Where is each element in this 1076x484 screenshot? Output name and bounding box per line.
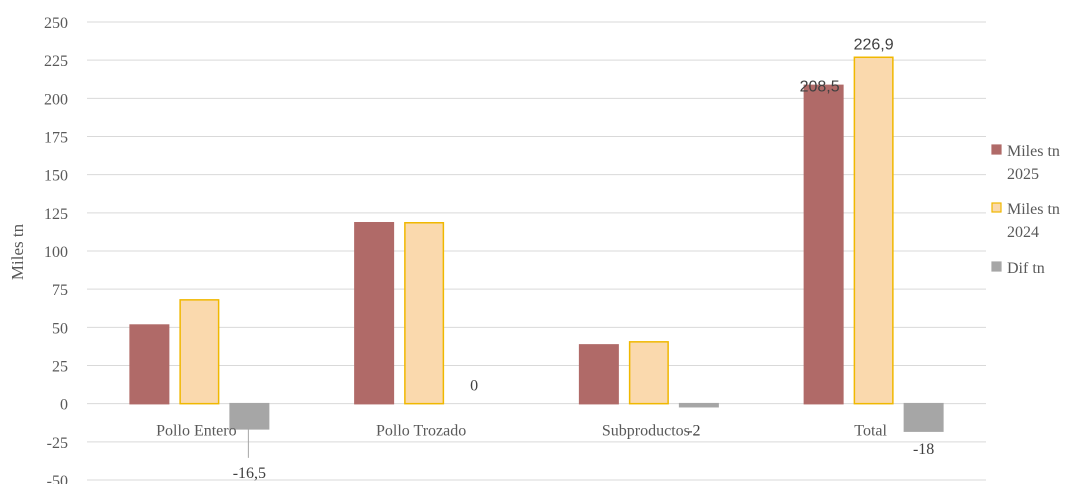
bar-dif-tn bbox=[229, 402, 270, 430]
bars bbox=[129, 56, 944, 432]
legend-label: Miles tn bbox=[1007, 143, 1060, 160]
y-tick-label: 0 bbox=[60, 397, 68, 414]
y-tick-label: 100 bbox=[44, 244, 68, 261]
x-category-label: Total bbox=[854, 423, 887, 440]
y-tick-label: 250 bbox=[44, 15, 68, 32]
bar-miles-tn-2025 bbox=[578, 344, 619, 405]
data-label: -16,5 bbox=[233, 465, 266, 482]
y-axis-ticks: -50 -25 0 25 50 75 100 125 150 175 200 225 250 bbox=[44, 15, 68, 484]
bar-miles-tn-2024 bbox=[179, 299, 220, 405]
x-category-label: Pollo Entero bbox=[156, 423, 236, 440]
legend-label: Miles tn bbox=[1007, 201, 1060, 218]
x-axis-categories: Pollo Entero Pollo Trozado Subproductos Tot… bbox=[156, 423, 887, 440]
data-label: -18 bbox=[913, 441, 934, 458]
y-tick-label: 50 bbox=[52, 320, 68, 337]
x-category-label: Pollo Trozado bbox=[376, 423, 466, 440]
y-tick-label: 25 bbox=[52, 359, 68, 376]
data-label: 226,9 bbox=[854, 36, 894, 53]
y-tick-label: -50 bbox=[47, 473, 68, 484]
gridlines bbox=[87, 21, 986, 481]
y-tick-label: 175 bbox=[44, 130, 68, 147]
legend-label: 2025 bbox=[1007, 166, 1039, 183]
bar-miles-tn-2025 bbox=[354, 222, 395, 405]
bar-miles-tn-2024 bbox=[628, 341, 669, 405]
bar-dif-tn bbox=[678, 402, 719, 408]
y-tick-label: 225 bbox=[44, 53, 68, 70]
bar-miles-tn-2025 bbox=[129, 324, 170, 405]
data-label: 208,5 bbox=[800, 78, 840, 95]
bar-miles-tn-2024 bbox=[853, 56, 894, 405]
legend-swatch bbox=[991, 261, 1002, 272]
x-category-label: Subproductos bbox=[602, 423, 690, 440]
bar-miles-tn-2025 bbox=[803, 84, 844, 405]
bar-miles-tn-2024 bbox=[404, 222, 445, 405]
legend: Miles tn 2025 Miles tn 2024 Dif tn bbox=[991, 143, 1060, 277]
bar-dif-tn bbox=[903, 402, 944, 432]
legend-swatch bbox=[991, 144, 1002, 155]
y-tick-label: 200 bbox=[44, 91, 68, 108]
y-axis-label: Miles tn bbox=[8, 223, 27, 280]
legend-label: 2024 bbox=[1007, 224, 1039, 241]
y-tick-label: -25 bbox=[47, 435, 68, 452]
data-labels: -16,5 0 -2 208,5 226,9 -18 bbox=[233, 36, 935, 482]
legend-label: Dif tn bbox=[1007, 260, 1045, 277]
y-tick-label: 125 bbox=[44, 206, 68, 223]
y-tick-label: 150 bbox=[44, 168, 68, 185]
data-label: -2 bbox=[687, 423, 700, 440]
data-label: 0 bbox=[470, 378, 478, 395]
y-tick-label: 75 bbox=[52, 282, 68, 299]
legend-swatch bbox=[991, 202, 1002, 213]
